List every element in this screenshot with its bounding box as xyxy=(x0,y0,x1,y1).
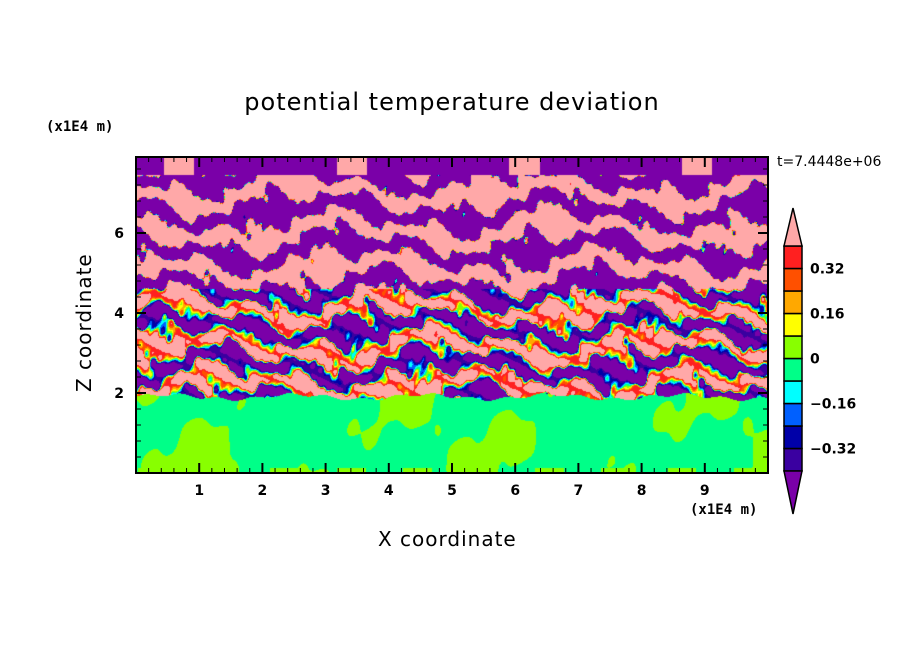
x-tick-label: 6 xyxy=(510,483,520,499)
x-tick-label: 1 xyxy=(194,483,204,499)
y-unit-label: (x1E4 m) xyxy=(46,119,114,135)
colorbar-box xyxy=(783,312,803,337)
colorbar-tick-label: −0.32 xyxy=(810,442,856,458)
y-tick-label: 6 xyxy=(114,226,124,242)
x-tick-label: 8 xyxy=(637,483,647,499)
x-tick-label: 9 xyxy=(700,483,710,499)
colorbar-tick-label: −0.16 xyxy=(810,397,856,413)
colorbar-box xyxy=(783,290,803,315)
colorbar-box xyxy=(783,425,803,450)
plot-frame xyxy=(135,156,769,474)
x-tick-label: 7 xyxy=(574,483,584,499)
x-tick-label: 4 xyxy=(384,483,394,499)
y-tick-label: 2 xyxy=(114,386,124,402)
chart-title: potential temperature deviation xyxy=(244,88,660,116)
colorbar-box xyxy=(783,380,803,405)
colorbar-tick-label: 0.16 xyxy=(810,307,845,323)
x-unit-label: (x1E4 m) xyxy=(690,502,758,518)
colorbar-tick-label: 0 xyxy=(810,352,820,368)
contour-field xyxy=(136,157,768,473)
x-axis-label: X coordinate xyxy=(378,527,517,551)
x-tick-label: 2 xyxy=(258,483,268,499)
x-tick-label: 5 xyxy=(447,483,457,499)
x-tick-label: 3 xyxy=(321,483,331,499)
colorbar-box xyxy=(783,402,803,427)
colorbar-extend-min xyxy=(783,470,803,515)
colorbar-box xyxy=(783,447,803,472)
time-annotation: t=7.4448e+06 xyxy=(777,154,882,170)
colorbar-extend-max xyxy=(783,207,803,247)
colorbar-box xyxy=(783,357,803,382)
colorbar: 0.32 0.16 0 −0.16 −0.32 xyxy=(783,207,856,515)
colorbar-box xyxy=(783,335,803,360)
y-tick-label: 4 xyxy=(114,306,124,322)
colorbar-box xyxy=(783,245,803,270)
colorbar-box xyxy=(783,267,803,292)
colorbar-tick-label: 0.32 xyxy=(810,262,845,278)
